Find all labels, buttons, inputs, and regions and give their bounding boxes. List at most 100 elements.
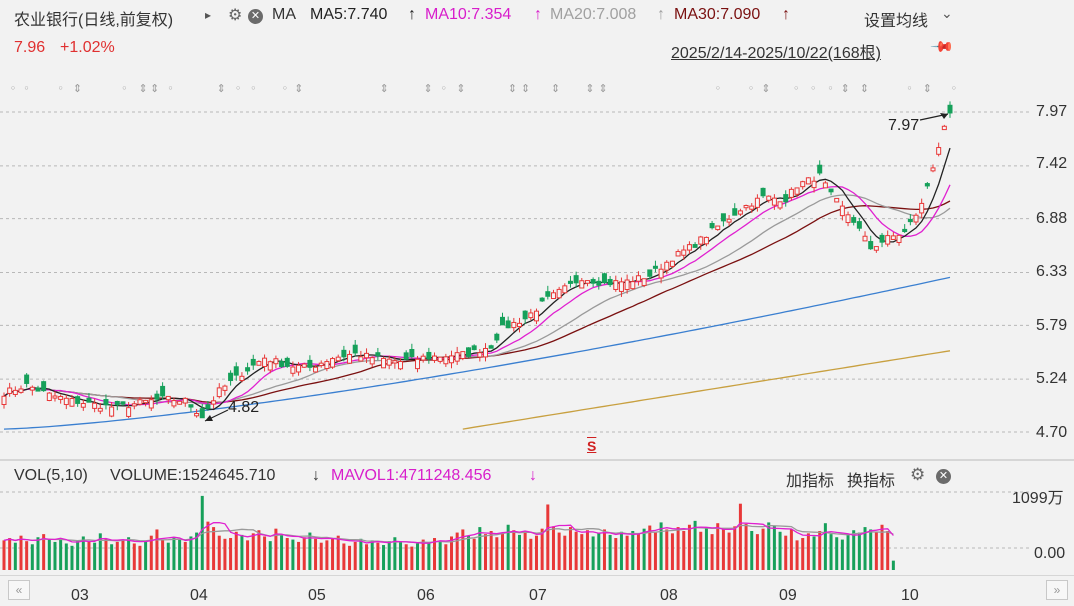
candle-body (211, 400, 217, 405)
volume-bar (540, 528, 544, 570)
volume-bar (144, 541, 148, 570)
event-marker-icon: ◦ (282, 82, 289, 95)
candle-body (601, 273, 607, 283)
volume-bar (127, 537, 131, 570)
volume-bar (314, 538, 318, 570)
event-marker-icon: ⇕ (521, 82, 530, 95)
pane-divider[interactable] (0, 459, 1074, 461)
event-marker-icon: ◦ (250, 82, 257, 95)
volume-bar (750, 531, 754, 570)
candle-body (681, 249, 687, 256)
candle-body (811, 180, 817, 189)
volume-axis-top: 1099万 (1012, 490, 1064, 507)
candle-body (788, 188, 794, 198)
volume-bar (829, 534, 833, 570)
volume-bar (217, 535, 221, 570)
volume-bar (376, 542, 380, 570)
close-icon[interactable]: ✕ (248, 9, 263, 24)
candle-body (24, 374, 30, 384)
date-range[interactable]: 2025/2/14-2025/10/22(168根) (671, 45, 881, 62)
stock-dropdown-arrow-icon[interactable]: ▸ (205, 8, 212, 22)
volume-bar (240, 534, 244, 570)
price-axis-label: 6.88 (1036, 210, 1068, 227)
event-marker-icon: ⇕ (551, 82, 560, 95)
candle-body (477, 352, 483, 358)
add-indicator-button[interactable]: 加指标 (786, 473, 835, 490)
candle-body (137, 399, 143, 405)
event-marker-icon: ⇕ (423, 82, 432, 95)
volume-axis-bottom: 0.00 (1034, 545, 1066, 562)
candlestick-chart[interactable]: ◦ ◦ ◦ ⇕ ◦ ⇕ ⇕ ◦ ⇕ ◦ ◦ ◦ ⇕ ⇕ ⇕ ◦ ⇕ ⇕ ⇕ ⇕ ⇕ ⇕ ◦ ◦ ⇕ ◦ ◦ ◦ ⇕ ⇕ ◦ ⇕ ◦ (0, 0, 1074, 460)
scroll-right-button[interactable]: » (1046, 580, 1068, 600)
scroll-left-button[interactable]: « (8, 580, 30, 600)
candle-body (392, 360, 398, 364)
candle-body (839, 205, 845, 217)
volume-bar (738, 503, 742, 570)
candle-body (596, 280, 602, 286)
volume-bar (19, 535, 23, 570)
event-marker-icon: ⇕ (585, 82, 594, 95)
volume-bar (778, 531, 782, 570)
volume-bar (795, 540, 799, 570)
volume-bar (517, 534, 521, 570)
candle-body (947, 104, 953, 114)
chevron-down-icon[interactable]: ⌄ (941, 5, 953, 21)
volume-bar (53, 541, 57, 570)
candle-body (607, 278, 613, 286)
ma-label: MA (272, 6, 296, 23)
volume-bar (353, 541, 357, 570)
volume-bar (138, 545, 142, 570)
volume-bar (546, 504, 550, 570)
mavol1-line (3, 521, 894, 544)
candle-body (635, 275, 641, 282)
candle-body (256, 360, 262, 366)
ma-settings-button[interactable]: 设置均线 (864, 13, 929, 30)
candle-body (482, 347, 488, 358)
volume-bar (563, 535, 567, 570)
candle-body (409, 349, 415, 358)
volume-bar (98, 533, 102, 570)
volume-bar (721, 529, 725, 570)
volume-bar (229, 538, 233, 570)
candle-body (154, 393, 160, 400)
candle-body (494, 333, 500, 341)
candle-body (658, 268, 664, 279)
candle-body (29, 386, 35, 391)
candle-body (194, 413, 200, 417)
event-marker-icon: ◦ (793, 82, 800, 95)
volume-bar (642, 528, 646, 570)
candle-body (885, 235, 891, 245)
ma10-trend-icon: ↑ (534, 6, 542, 23)
indicator-gear-icon[interactable]: ⚙ (910, 465, 926, 484)
candle-body (352, 344, 358, 354)
candle-body (449, 355, 455, 364)
indicator-close-icon[interactable]: ✕ (936, 469, 951, 484)
switch-indicator-button[interactable]: 换指标 (847, 473, 896, 490)
volume-bar (591, 536, 595, 570)
candle-body (46, 392, 52, 402)
ma60-line (3, 276, 951, 430)
volume-indicator-title[interactable]: VOL(5,10) (14, 467, 88, 484)
volume-bar (257, 530, 261, 570)
volume-bar (767, 522, 771, 570)
volume-bar (608, 534, 612, 570)
event-marker-icon: ◦ (57, 82, 64, 95)
volume-bar (744, 523, 748, 570)
candle-body (347, 353, 353, 364)
sell-signal-mark[interactable]: S (587, 438, 597, 454)
candle-body (18, 388, 24, 393)
volume-value: VOLUME:1524645.710 (110, 467, 276, 484)
volume-bar (189, 536, 193, 570)
volume-bar (557, 532, 561, 570)
stock-title[interactable]: 农业银行(日线,前复权) (14, 12, 174, 29)
candle-body (273, 358, 279, 365)
candle-body (69, 398, 75, 407)
event-marker-icon: ◦ (23, 82, 30, 95)
volume-bar (427, 541, 431, 570)
gear-icon[interactable]: ⚙ (228, 7, 243, 24)
volume-bar (852, 530, 856, 570)
x-axis-month: 09 (779, 587, 797, 604)
candle-body (545, 291, 551, 297)
candle-body (97, 407, 103, 412)
